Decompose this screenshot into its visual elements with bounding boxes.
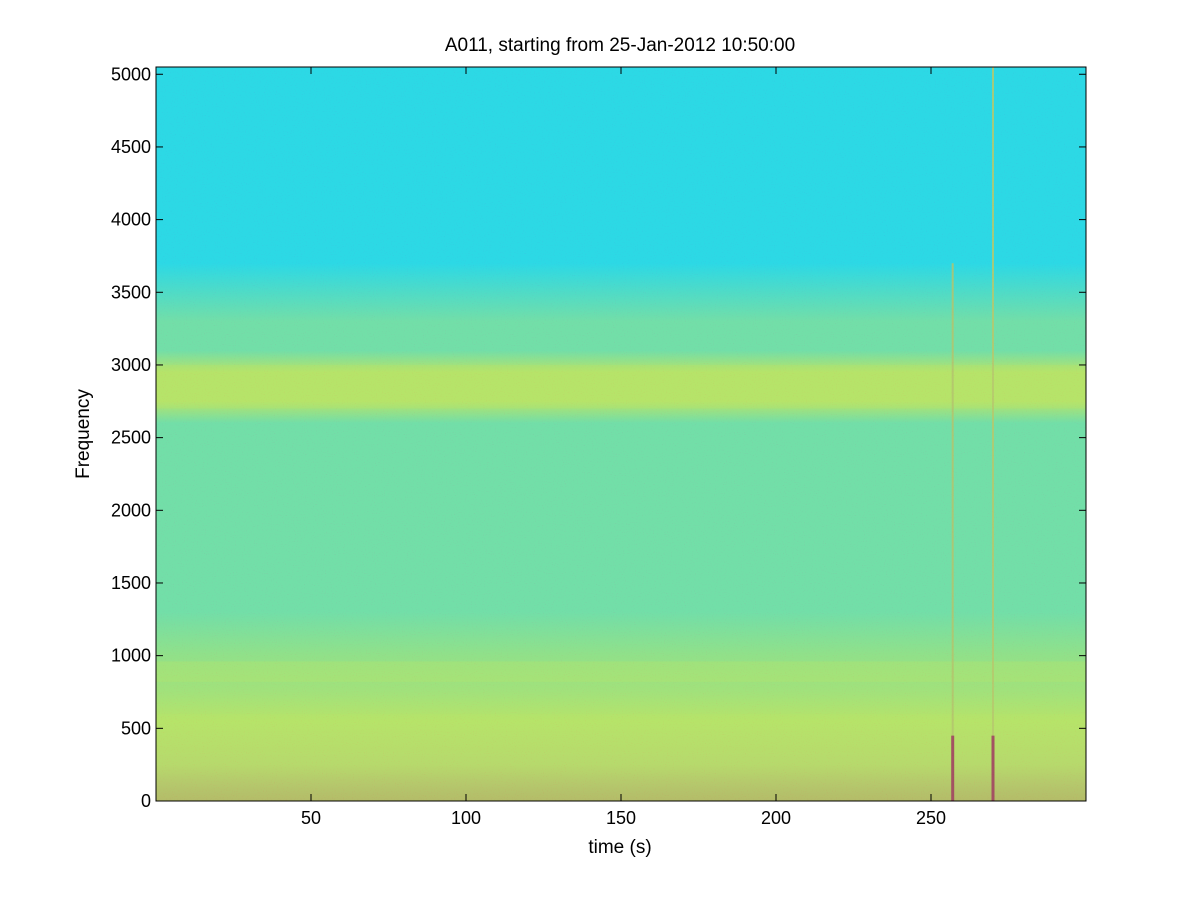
- y-tick-label: 4000: [111, 210, 151, 230]
- x-tick-label: 250: [916, 808, 946, 828]
- y-tick-label: 0: [141, 791, 151, 811]
- x-tick-label: 100: [451, 808, 481, 828]
- chart-title: A011, starting from 25-Jan-2012 10:50:00: [445, 35, 795, 56]
- y-tick-label: 3500: [111, 282, 151, 302]
- y-tick-label: 500: [121, 718, 151, 738]
- y-axis-ticks: 0 500 1000 1500 2000 2500 3000 3500 4000 4500 5000: [111, 64, 1086, 811]
- x-axis-ticks: 50 100 150 200 250: [301, 67, 946, 828]
- y-tick-label: 3000: [111, 355, 151, 375]
- x-axis-label: time (s): [588, 837, 651, 858]
- y-tick-label: 4500: [111, 137, 151, 157]
- y-tick-label: 2500: [111, 428, 151, 448]
- y-tick-label: 1500: [111, 573, 151, 593]
- y-axis-label: Frequency: [73, 389, 94, 479]
- y-tick-label: 1000: [111, 646, 151, 666]
- y-tick-label: 5000: [111, 64, 151, 84]
- spectrogram-noise: [156, 67, 1086, 801]
- x-tick-label: 200: [761, 808, 791, 828]
- plot-area: [155, 66, 1087, 802]
- x-tick-label: 150: [606, 808, 636, 828]
- y-tick-label: 2000: [111, 500, 151, 520]
- x-tick-label: 50: [301, 808, 321, 828]
